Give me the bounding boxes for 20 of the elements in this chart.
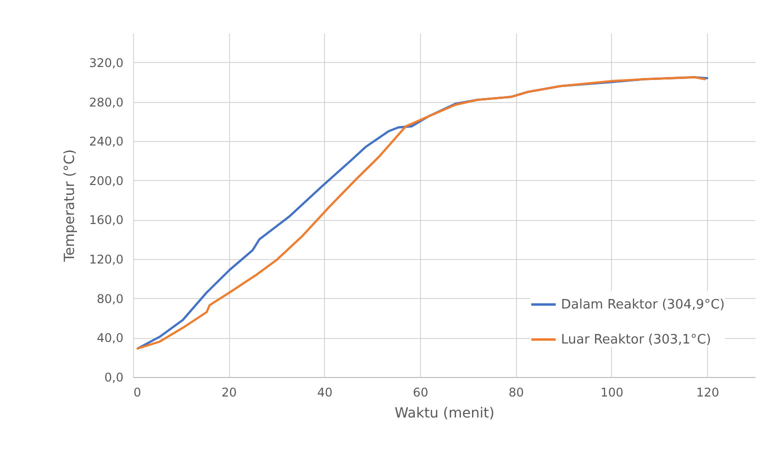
y-tick-label: 120,0 — [89, 252, 124, 267]
x-tick-label: 60 — [412, 386, 428, 400]
x-tick-label: 40 — [317, 386, 333, 400]
y-tick-label: 0,0 — [104, 370, 124, 384]
legend-label: Dalam Reaktor (304,9°C) — [561, 298, 725, 312]
y-tick-label: 320,0 — [89, 56, 124, 70]
x-tick-label: 20 — [222, 386, 237, 400]
y-tick-label: 280,0 — [89, 95, 124, 110]
x-tick-label: 120 — [696, 386, 720, 400]
y-tick-label: 160,0 — [89, 213, 124, 228]
x-tick-label: 100 — [600, 386, 624, 400]
y-tick-label: 40,0 — [96, 331, 124, 346]
x-tick-label: 80 — [508, 386, 524, 400]
y-tick-label: 240,0 — [89, 134, 124, 149]
y-axis-title: Temperatur (°C) — [62, 149, 78, 263]
y-tick-label: 80,0 — [96, 292, 124, 306]
x-axis-title: Waktu (menit) — [394, 406, 494, 422]
y-tick-label: 200,0 — [89, 174, 124, 188]
legend-label: Luar Reaktor (303,1°C) — [561, 332, 712, 348]
x-tick-label: 0 — [134, 386, 142, 400]
